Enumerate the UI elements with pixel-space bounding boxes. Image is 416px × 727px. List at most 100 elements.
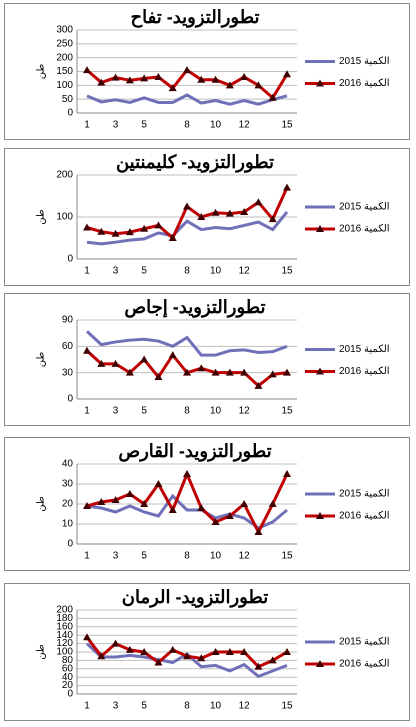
x-tick-label: 10	[210, 551, 222, 562]
point-marker	[183, 652, 191, 660]
legend-label: 2015 الكمية	[339, 56, 390, 67]
x-tick-label: 1	[84, 701, 90, 712]
legend-label: 2016 الكمية	[339, 366, 390, 377]
point-marker	[225, 648, 234, 655]
series-line	[86, 186, 289, 241]
y-tick-label: 140	[56, 630, 73, 641]
x-tick-label: 10	[210, 120, 222, 131]
y-tick-label: 0	[67, 689, 73, 700]
point-marker	[268, 215, 277, 223]
point-marker	[140, 355, 149, 363]
y-tick-label: 200	[56, 605, 73, 616]
chart-title: تطورالتزويد- تفاح	[131, 7, 260, 28]
y-tick-label: 40	[62, 459, 74, 470]
point-marker	[254, 528, 263, 535]
point-marker	[283, 648, 291, 655]
y-tick-label: 100	[56, 647, 73, 658]
point-marker	[183, 66, 191, 74]
x-tick-label: 12	[239, 701, 251, 712]
chart: تطورالتزويد- تفاح طن 0 50 100 150 200 250 300 1 3 5…	[36, 7, 390, 131]
chart-panel: تطورالتزويد- كليمنتين طن 0 100 200 1 3 5 8 10 12 15…	[4, 148, 410, 286]
legend-marker	[316, 79, 324, 87]
y-tick-label: 200	[56, 170, 73, 181]
point-marker	[97, 227, 106, 235]
point-marker	[268, 93, 277, 101]
x-tick-label: 12	[239, 551, 251, 562]
point-marker	[125, 228, 134, 236]
y-tick-label: 120	[56, 638, 73, 649]
point-marker	[111, 359, 120, 367]
point-marker	[183, 368, 191, 376]
point-marker	[283, 368, 291, 376]
point-marker	[197, 654, 206, 662]
x-tick-label: 5	[141, 406, 147, 417]
y-tick-label: 100	[56, 212, 73, 223]
legend-label: 2016 الكمية	[339, 224, 390, 235]
y-tick-label: 160	[56, 621, 73, 632]
chart: تطورالتزويد- إجاص طن 0 30 60 90 1 3 5 8 10 12 15 2015…	[36, 297, 390, 417]
point-marker	[125, 645, 134, 653]
point-marker	[225, 209, 234, 217]
y-tick-label: 30	[62, 367, 74, 378]
point-marker	[211, 368, 220, 376]
point-marker	[197, 213, 206, 220]
legend-marker	[316, 367, 324, 375]
point-marker	[154, 373, 163, 381]
point-marker	[254, 198, 263, 206]
point-marker	[140, 648, 149, 655]
series-line	[85, 349, 288, 388]
point-marker	[154, 480, 163, 487]
x-tick-label: 3	[113, 266, 119, 277]
legend-label: 2016 الكمية	[339, 511, 390, 522]
x-tick-label: 8	[184, 701, 190, 712]
legend-label: 2015 الكمية	[339, 202, 390, 213]
point-marker	[140, 500, 149, 507]
y-tick-label: 180	[56, 613, 73, 624]
point-marker	[83, 633, 91, 641]
legend-marker	[316, 225, 324, 232]
y-axis-label: طن	[36, 644, 47, 660]
point-marker	[154, 73, 163, 81]
series-line	[86, 211, 289, 246]
legend-marker	[316, 660, 324, 667]
point-marker	[240, 368, 249, 376]
point-marker	[211, 518, 220, 525]
point-marker	[83, 223, 91, 231]
y-tick-label: 50	[62, 94, 74, 105]
x-tick-label: 3	[113, 406, 119, 417]
x-tick-label: 15	[281, 266, 293, 277]
point-marker	[168, 645, 177, 653]
point-marker	[225, 81, 234, 89]
chart: تطورالتزويد- الرمانطن0204060801001201401…	[36, 587, 390, 712]
point-marker	[197, 364, 206, 372]
y-tick-label: 10	[62, 519, 74, 530]
point-marker	[240, 73, 249, 81]
point-marker	[140, 74, 149, 82]
legend-label: 2015 الكمية	[339, 637, 390, 648]
x-tick-label: 5	[141, 266, 147, 277]
point-marker	[268, 370, 277, 378]
x-tick-label: 8	[184, 406, 190, 417]
point-marker	[97, 78, 106, 86]
chart-title: تطورالتزويد- كليمنتين	[116, 152, 274, 173]
y-tick-label: 40	[62, 672, 74, 683]
x-tick-label: 15	[281, 406, 293, 417]
x-tick-label: 3	[113, 551, 119, 562]
point-marker	[240, 500, 249, 507]
point-marker	[225, 512, 234, 519]
point-marker	[254, 662, 263, 670]
point-marker	[183, 470, 191, 477]
y-tick-label: 60	[62, 663, 74, 674]
point-marker	[283, 470, 291, 477]
point-marker	[240, 648, 249, 655]
point-marker	[268, 500, 277, 507]
legend-label: 2016 الكمية	[339, 659, 390, 670]
x-tick-label: 8	[184, 266, 190, 277]
point-marker	[140, 224, 149, 232]
y-tick-label: 20	[62, 499, 74, 510]
x-tick-label: 1	[84, 551, 90, 562]
point-marker	[197, 75, 206, 83]
x-tick-label: 12	[239, 266, 251, 277]
x-tick-label: 5	[141, 701, 147, 712]
